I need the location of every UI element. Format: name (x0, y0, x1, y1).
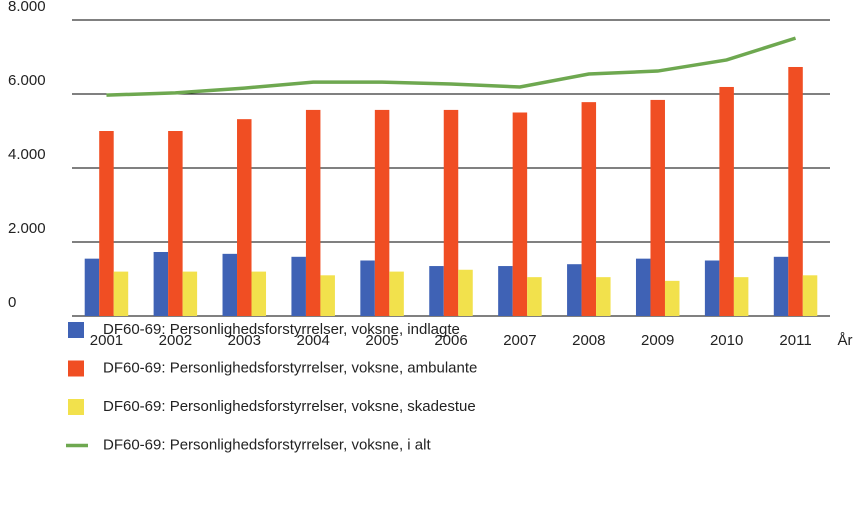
legend-label: DF60-69: Personlighedsforstyrrelser, vok… (103, 359, 477, 376)
y-tick-label: 4.000 (8, 146, 46, 163)
x-axis-label: År (838, 332, 853, 349)
bar (773, 256, 789, 316)
bar (222, 253, 238, 316)
bar (802, 275, 818, 316)
x-tick-label: 2005 (365, 332, 398, 349)
y-tick-label: 0 (8, 294, 16, 311)
bar (291, 256, 306, 316)
bar (567, 264, 582, 316)
x-tick-label: 2006 (434, 332, 467, 349)
legend-label: DF60-69: Personlighedsforstyrrelser, vok… (103, 321, 460, 338)
y-tick-label: 2.000 (8, 220, 46, 237)
bar (305, 109, 321, 316)
bar (168, 131, 183, 316)
legend-swatch (68, 360, 84, 377)
bar (664, 280, 680, 316)
x-tick-label: 2003 (228, 332, 261, 349)
bar (498, 266, 513, 316)
bar (650, 99, 665, 316)
legend-label: DF60-69: Personlighedsforstyrrelser, vok… (103, 436, 431, 453)
legend-label: DF60-69: Personlighedsforstyrrelser, vok… (103, 398, 476, 415)
bar (374, 109, 390, 316)
legend-swatch (68, 399, 84, 415)
bar (733, 277, 749, 316)
bar (788, 66, 803, 317)
bar (512, 112, 528, 316)
bar (443, 109, 459, 316)
bar (704, 260, 720, 316)
bar (113, 271, 129, 316)
bar (360, 260, 375, 316)
line (106, 36, 797, 97)
bar (429, 266, 444, 316)
bar (237, 119, 252, 316)
legend-swatch (68, 322, 84, 338)
bar (84, 258, 100, 316)
x-tick-label: 2001 (90, 332, 123, 349)
x-tick-label: 2002 (159, 332, 192, 349)
bar (458, 269, 473, 316)
x-tick-label: 2010 (710, 332, 743, 349)
x-tick-label: 2008 (572, 332, 605, 349)
y-tick-label: 6.000 (8, 72, 46, 89)
bar (251, 271, 267, 316)
bar (581, 102, 597, 316)
bar (182, 271, 198, 316)
x-tick-label: 2009 (641, 332, 674, 349)
bar (99, 131, 114, 316)
bar (719, 86, 734, 316)
bar (153, 251, 169, 316)
x-tick-label: 2004 (296, 332, 329, 349)
bar (389, 271, 404, 316)
y-tick-label: 8.000 (8, 0, 46, 15)
x-tick-label: 2007 (503, 332, 536, 349)
bar (635, 258, 651, 316)
x-tick-label: 2011 (779, 332, 811, 349)
bar (596, 277, 611, 316)
bar (527, 277, 542, 316)
bar (320, 275, 335, 316)
